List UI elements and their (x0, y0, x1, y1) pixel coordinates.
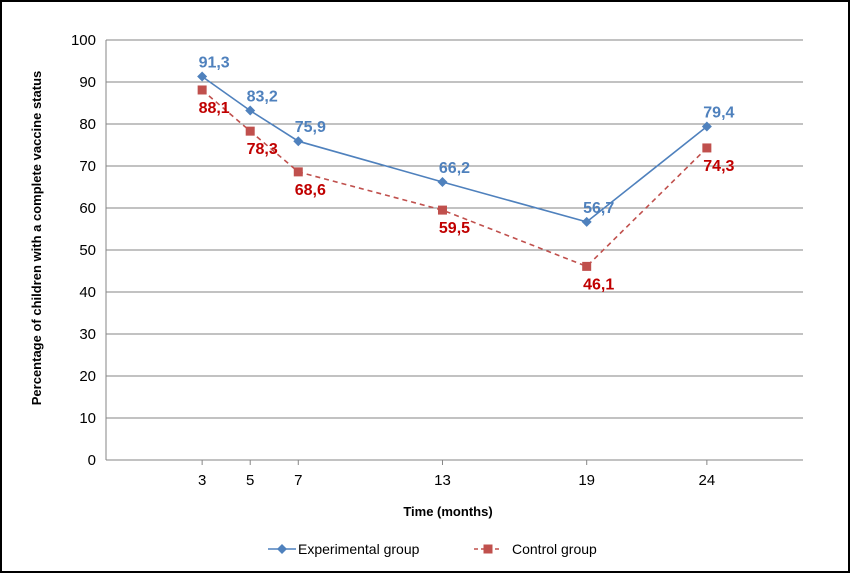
y-tick-label-10: 10 (79, 410, 96, 427)
data-point-marker (293, 136, 304, 147)
x-tick-label-7: 7 (294, 472, 302, 489)
y-axis-title: Percentage of children with a complete v… (29, 71, 44, 406)
x-tick-label-13: 13 (434, 472, 451, 489)
data-point-marker (437, 205, 447, 215)
data-label: 66,2 (439, 160, 470, 177)
y-tick-label-50: 50 (79, 242, 96, 259)
legend-label-1: Control group (512, 541, 597, 557)
y-tick-label-40: 40 (79, 284, 96, 301)
data-point-marker (581, 216, 592, 227)
x-tick-label-19: 19 (578, 472, 595, 489)
data-label: 46,1 (583, 276, 614, 293)
data-point-marker (197, 71, 208, 82)
data-label: 79,4 (703, 105, 734, 122)
y-tick-label-0: 0 (88, 452, 96, 469)
data-point-marker (197, 85, 207, 95)
y-tick-label-70: 70 (79, 158, 96, 175)
y-tick-label-90: 90 (79, 74, 96, 91)
data-label: 68,6 (295, 182, 326, 199)
data-label: 56,7 (583, 200, 614, 217)
data-labels: 91,3 83,2 75,9 66,2 56,7 79,4 88,1 78,3 68,6 59,5… (199, 55, 735, 294)
legend-label-0: Experimental group (298, 541, 420, 557)
data-label: 88,1 (199, 100, 230, 117)
y-tick-label-60: 60 (79, 200, 96, 217)
legend-marker-1 (483, 544, 493, 554)
data-label: 74,3 (703, 158, 734, 175)
x-axis-title: Time (months) (403, 504, 492, 519)
y-tick-label-100: 100 (71, 32, 96, 49)
x-tick-label-24: 24 (699, 472, 716, 489)
y-tick-label-20: 20 (79, 368, 96, 385)
series-lines (197, 71, 712, 271)
data-label: 75,9 (295, 119, 326, 136)
y-tick-label-30: 30 (79, 326, 96, 343)
axes: 0 10 20 30 40 50 60 70 80 90 100 3 5 7 13 19 24 (71, 32, 803, 489)
gridlines (106, 39, 803, 419)
data-point-marker (245, 126, 255, 136)
x-tick-label-5: 5 (246, 472, 254, 489)
legend-marker-0 (277, 544, 287, 554)
data-point-marker (582, 261, 592, 271)
series-line-1 (201, 89, 708, 268)
data-label: 59,5 (439, 220, 470, 237)
series-line-0 (201, 75, 708, 223)
data-label: 83,2 (247, 89, 278, 106)
data-point-marker (702, 143, 712, 153)
data-point-marker (437, 176, 448, 187)
x-tick-label-3: 3 (198, 472, 206, 489)
legend: Experimental group Control group (268, 541, 597, 557)
data-label: 91,3 (199, 55, 230, 72)
data-point-marker (245, 105, 256, 116)
data-point-marker (293, 167, 303, 177)
y-tick-label-80: 80 (79, 116, 96, 133)
data-label: 78,3 (247, 141, 278, 158)
data-point-marker (701, 121, 712, 132)
